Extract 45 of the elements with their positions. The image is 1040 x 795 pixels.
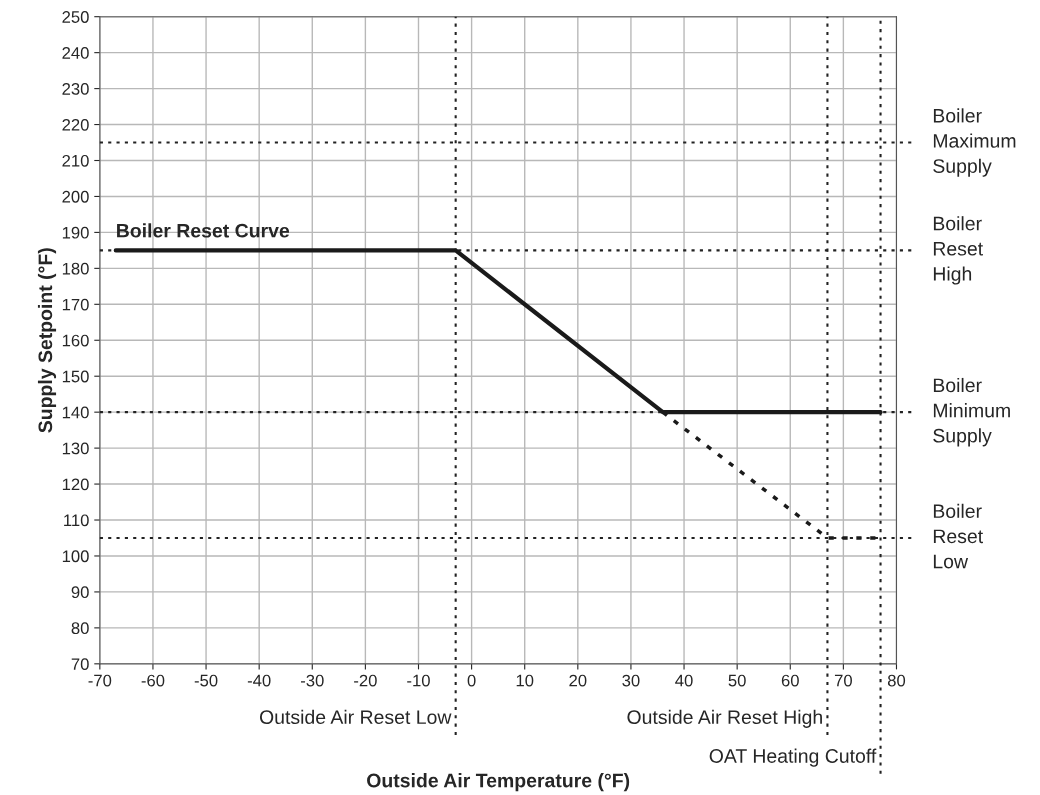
x-tick-label: 70	[834, 674, 852, 687]
ref-line-label: Boiler Reset Low	[933, 503, 983, 569]
x-tick-label: 0	[467, 674, 476, 687]
y-axis-title: Supply Setpoint (°F)	[37, 248, 57, 433]
y-tick-label: 80	[71, 622, 89, 635]
y-tick-label: 140	[62, 406, 89, 419]
x-tick-label: 60	[781, 674, 799, 687]
y-tick-label: 170	[62, 298, 89, 311]
y-tick-label: 210	[62, 154, 89, 167]
x-tick-label: 50	[728, 674, 746, 687]
x-tick-label: 30	[622, 674, 640, 687]
x-tick-label: -50	[194, 674, 218, 687]
y-tick-label: 70	[71, 658, 89, 671]
y-tick-label: 240	[62, 47, 89, 59]
x-tick-label: -40	[247, 674, 271, 687]
y-tick-label: 220	[62, 118, 89, 131]
y-tick-label: 150	[62, 370, 89, 383]
ref-line-label: Boiler Reset High	[933, 216, 983, 285]
y-tick-label: 120	[62, 478, 89, 491]
ref-line-label: OAT Heating Cutoff	[709, 748, 877, 767]
ref-line-label: Boiler Maximum Supply	[933, 108, 1016, 177]
x-tick-label: 80	[887, 674, 906, 687]
y-tick-label: 250	[62, 11, 89, 23]
y-tick-label: 90	[71, 586, 89, 599]
x-tick-label: -70	[88, 674, 112, 687]
y-tick-label: 190	[62, 226, 89, 239]
ref-line-label: Outside Air Reset High	[627, 709, 822, 728]
y-tick-label: 100	[62, 550, 89, 563]
x-tick-label: -60	[141, 674, 165, 687]
ref-line-label: Outside Air Reset Low	[259, 709, 452, 725]
x-axis-title: Outside Air Temperature (°F)	[367, 773, 630, 792]
y-tick-label: 130	[62, 442, 89, 455]
y-tick-label: 160	[62, 334, 89, 347]
series-label: Boiler Reset Curve	[117, 223, 290, 238]
x-tick-label: 40	[675, 674, 693, 687]
y-tick-label: 230	[62, 83, 89, 95]
x-tick-label: 10	[516, 674, 534, 687]
y-tick-label: 200	[62, 190, 89, 203]
y-tick-label: 180	[62, 262, 89, 275]
x-tick-label: -30	[300, 674, 324, 687]
x-tick-label: 20	[569, 674, 587, 687]
y-tick-label: 110	[64, 514, 89, 527]
x-tick-label: -20	[354, 674, 377, 687]
ref-line-label: Boiler Minimum Supply	[933, 377, 1010, 447]
x-tick-label: -10	[407, 674, 430, 687]
